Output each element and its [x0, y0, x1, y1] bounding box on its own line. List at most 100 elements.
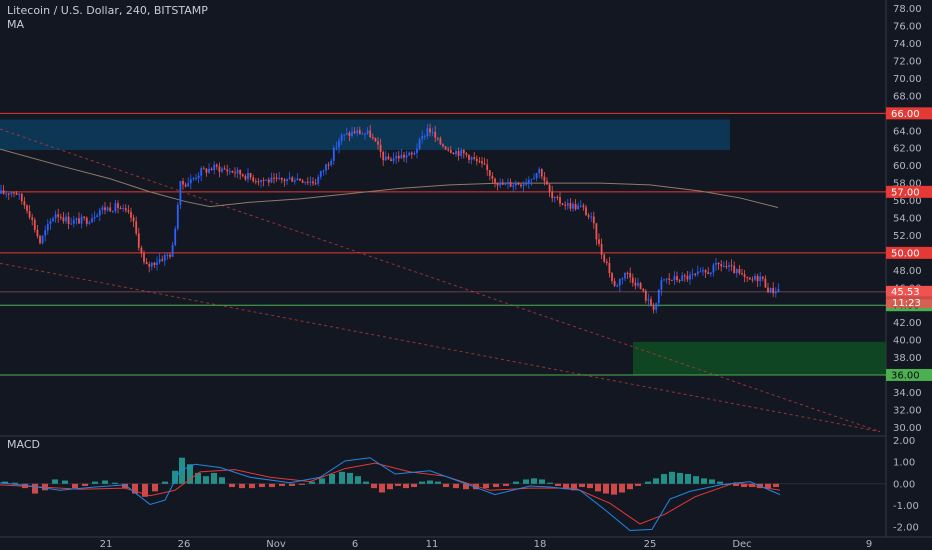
macd-histogram-bar	[122, 483, 128, 489]
candle-body	[741, 273, 743, 275]
candle-body	[62, 217, 65, 222]
candle-body	[397, 155, 400, 159]
candle-body	[41, 235, 44, 244]
candle-body	[254, 181, 257, 183]
candle-body	[231, 170, 234, 173]
candle-body	[114, 203, 117, 212]
candle-body	[392, 158, 395, 162]
level-tag-label: 50.00	[891, 248, 920, 259]
candle-body	[569, 203, 572, 209]
candle-body	[712, 264, 715, 273]
candle-body	[600, 243, 603, 255]
time-tick-label: 25	[644, 539, 657, 550]
candle-body	[366, 130, 369, 134]
macd-tick-label: -1.00	[893, 501, 919, 512]
candle-body	[322, 170, 325, 172]
candle-body	[462, 149, 465, 154]
time-tick-label: 9	[866, 539, 872, 550]
current-price-tag	[886, 285, 932, 297]
candle-body	[195, 178, 197, 180]
candle-body	[270, 177, 273, 183]
price-tick-label: 70.00	[893, 74, 922, 85]
macd-histogram-bar	[513, 481, 519, 484]
candle-body	[317, 176, 320, 184]
candle-body	[75, 218, 78, 220]
macd-histogram-bar	[195, 472, 201, 484]
candle-body	[491, 175, 494, 179]
candle-body	[210, 168, 213, 170]
candle-body	[748, 277, 751, 280]
candle-body	[379, 144, 382, 152]
candle-body	[439, 138, 442, 145]
level-tag-label: 66.00	[891, 109, 920, 120]
candle-body	[540, 169, 543, 177]
candle-body	[153, 262, 156, 266]
candle-body	[590, 216, 593, 218]
candle-body	[426, 128, 429, 137]
macd-histogram-bar	[493, 483, 499, 488]
candle-body	[668, 278, 671, 280]
candle-body	[444, 146, 447, 150]
macd-histogram-bar	[319, 478, 325, 484]
candle-body	[408, 152, 411, 156]
candle-body	[340, 135, 343, 141]
macd-histogram-bar	[179, 457, 185, 484]
candle-body	[769, 288, 772, 293]
candle-body	[197, 175, 200, 179]
candle-body	[288, 177, 291, 179]
candle-body	[265, 179, 268, 181]
candle-body	[735, 268, 738, 274]
price-tick-label: 74.00	[893, 39, 922, 50]
price-tick-label: 48.00	[893, 266, 922, 277]
macd-histogram-bar	[443, 483, 449, 488]
candle-body	[335, 147, 338, 149]
candle-body	[644, 290, 647, 301]
candle-body	[283, 179, 286, 182]
candle-body	[83, 216, 86, 218]
candle-body	[499, 182, 502, 186]
candle-body	[88, 222, 91, 224]
candle-body	[465, 153, 468, 155]
macd-histogram-bar	[595, 483, 601, 492]
candle-body	[312, 181, 314, 184]
time-tick-label: 6	[352, 539, 358, 550]
price-tick-label: 76.00	[893, 22, 922, 33]
candle-body	[309, 181, 312, 183]
candle-body	[527, 180, 530, 184]
macd-histogram-bar	[555, 483, 561, 486]
candle-body	[226, 169, 229, 172]
candle-body	[353, 131, 356, 134]
candle-body	[296, 178, 299, 181]
candle-body	[174, 228, 177, 246]
candle-body	[234, 172, 236, 174]
macd-histogram-bar	[645, 481, 651, 484]
candle-body	[774, 291, 777, 294]
price-tick-label: 38.00	[893, 353, 922, 364]
candle-body	[161, 259, 164, 261]
candle-body	[192, 178, 195, 180]
candle-body	[80, 216, 83, 224]
candle-body	[205, 168, 208, 173]
candle-body	[561, 203, 564, 205]
macd-histogram-bar	[733, 483, 739, 486]
macd-histogram-bar	[52, 479, 58, 484]
macd-histogram-bar	[693, 476, 699, 484]
candle-body	[314, 183, 317, 185]
candle-body	[702, 270, 704, 272]
macd-histogram-bar	[701, 478, 707, 484]
candle-body	[158, 259, 161, 263]
candle-body	[494, 178, 496, 183]
macd-histogram-bar	[403, 483, 409, 489]
resistance-level-tag	[886, 185, 932, 198]
macd-histogram-bar	[211, 472, 217, 484]
candle-body	[777, 288, 780, 292]
candle-body	[421, 136, 424, 140]
candle-body	[514, 183, 517, 186]
candle-body	[657, 289, 660, 304]
candle-body	[13, 192, 15, 194]
candle-body	[579, 205, 582, 207]
candle-body	[587, 215, 590, 217]
candle-body	[244, 176, 247, 180]
candle-body	[275, 177, 278, 179]
